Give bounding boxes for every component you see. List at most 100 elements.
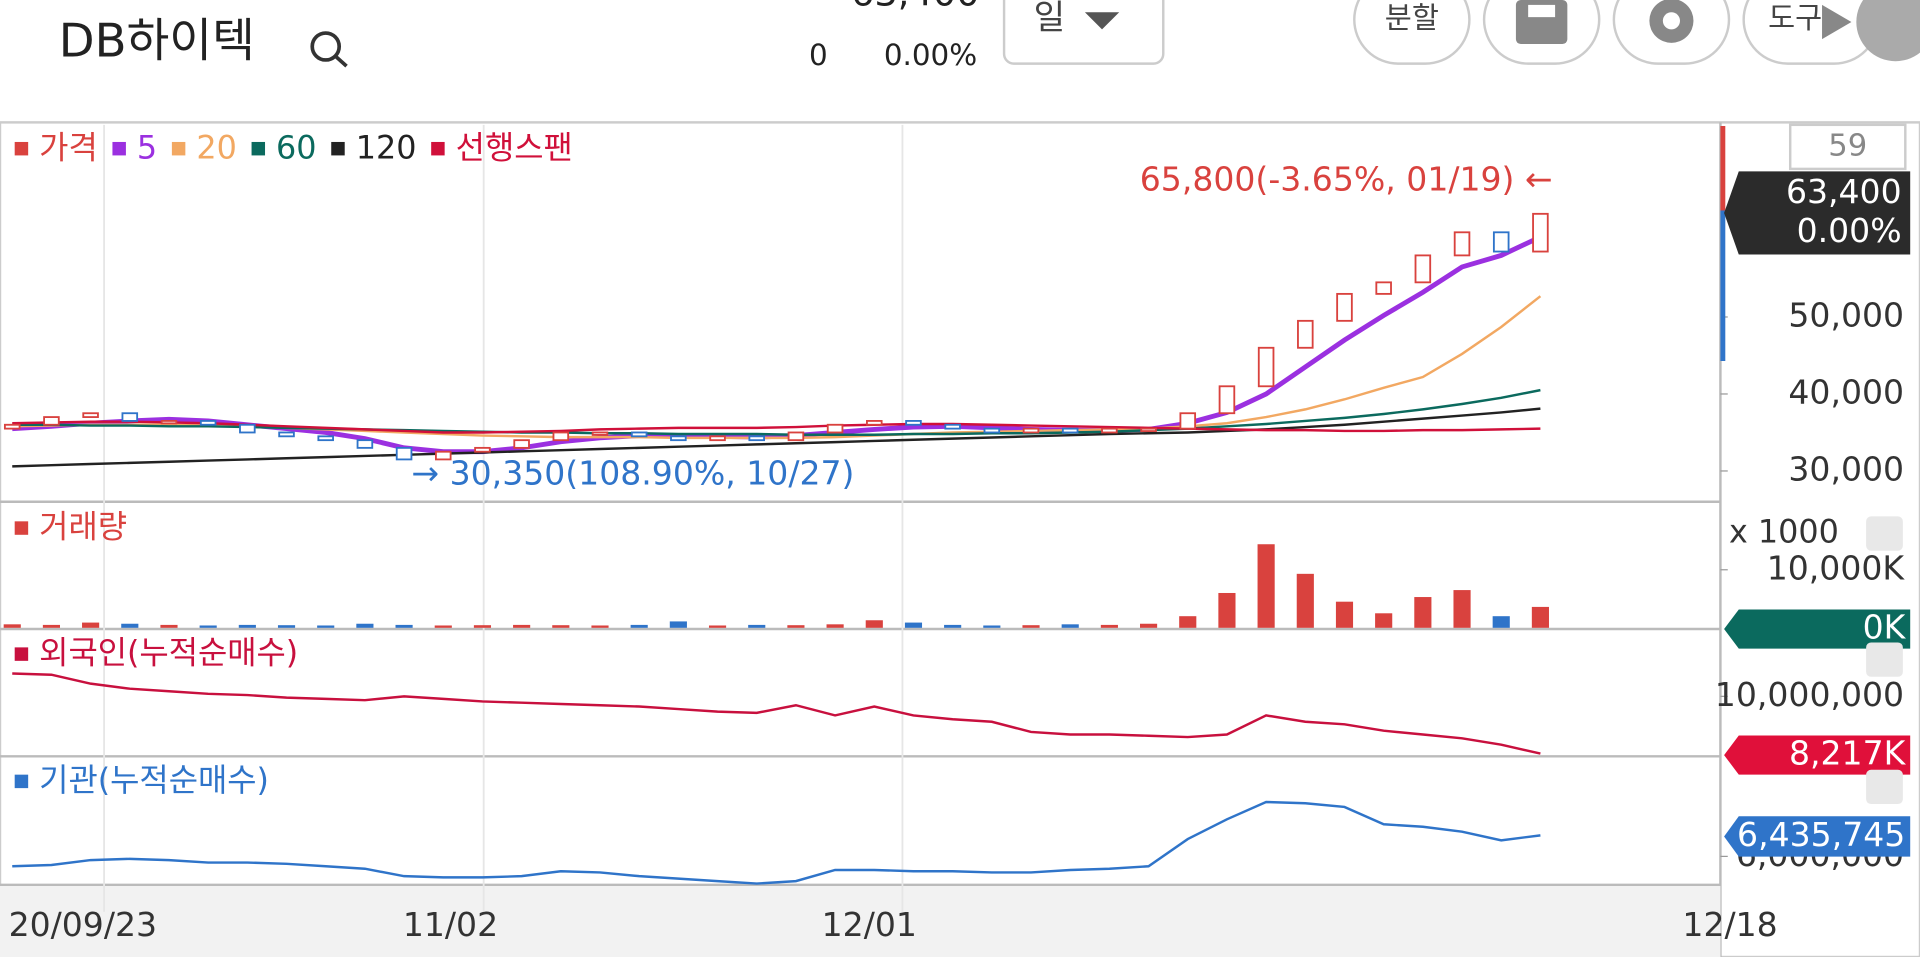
x-tick-label: 12/01 bbox=[822, 905, 917, 944]
y-tick-label: 50,000 bbox=[1788, 295, 1904, 334]
volume-bar bbox=[708, 625, 727, 628]
high-annotation: 65,800(-3.65%, 01/19) ← bbox=[1140, 160, 1553, 199]
candle-body bbox=[121, 412, 139, 422]
last-value-box bbox=[1724, 735, 1911, 775]
last-value-box bbox=[1724, 171, 1911, 255]
close-panel-button[interactable] bbox=[1866, 516, 1903, 551]
search-icon[interactable] bbox=[310, 31, 348, 68]
split-button[interactable]: 분할 bbox=[1353, 0, 1471, 65]
candle-body bbox=[1061, 427, 1079, 434]
volume-bar bbox=[1492, 616, 1510, 628]
volume-bar bbox=[160, 624, 178, 628]
period-dropdown[interactable]: 일 bbox=[1002, 0, 1165, 65]
volume-bar bbox=[1335, 601, 1354, 628]
y-tick-label: 10,000,000 bbox=[1715, 675, 1904, 714]
split-label: 분할 bbox=[1385, 1, 1439, 35]
volume-bar bbox=[121, 623, 139, 628]
candle-body bbox=[513, 439, 530, 449]
candle-body bbox=[670, 435, 687, 442]
legend-swatch bbox=[14, 647, 29, 661]
badge: 59 bbox=[1828, 128, 1867, 163]
volume-bar bbox=[748, 624, 766, 628]
volume-bar bbox=[1140, 623, 1158, 628]
low-annotation: → 30,350(108.90%, 10/27) bbox=[411, 453, 854, 492]
legend-swatch bbox=[14, 141, 29, 156]
candle-body bbox=[1453, 231, 1471, 257]
candle-body bbox=[356, 439, 374, 449]
volume-bar bbox=[1179, 616, 1197, 628]
unit-label: x 1000 bbox=[1729, 513, 1839, 551]
volume-bar bbox=[238, 624, 256, 628]
volume-bar bbox=[826, 624, 844, 628]
volume-bar bbox=[944, 624, 962, 628]
x-tick-label: 11/02 bbox=[403, 905, 498, 944]
y-tick-label: 40,000 bbox=[1788, 372, 1904, 411]
candle-body bbox=[1414, 254, 1432, 284]
candle-body bbox=[552, 431, 570, 442]
volume-bar bbox=[1414, 597, 1432, 628]
volume-bar bbox=[1531, 606, 1549, 628]
candle-body bbox=[1101, 427, 1118, 434]
volume-bar bbox=[1296, 573, 1314, 628]
last-value-box bbox=[1724, 816, 1911, 857]
close-panel-button[interactable] bbox=[1866, 769, 1903, 805]
tools-label: 도구 bbox=[1768, 1, 1822, 35]
candle-body bbox=[1375, 281, 1392, 295]
period-label: 일 bbox=[1034, 0, 1066, 38]
settings-button[interactable] bbox=[1612, 0, 1731, 65]
save-button[interactable] bbox=[1482, 0, 1601, 65]
line-series bbox=[12, 800, 1541, 885]
candle-body bbox=[1532, 212, 1549, 253]
candle-body bbox=[826, 423, 844, 434]
legend-label: 5 bbox=[137, 128, 157, 166]
candle-body bbox=[866, 420, 883, 426]
volume-bar bbox=[513, 624, 531, 628]
legend-label: 120 bbox=[356, 128, 417, 166]
legend-swatch bbox=[431, 141, 445, 156]
legend-label: 외국인(누적순매수) bbox=[39, 634, 298, 672]
candle-body bbox=[630, 431, 648, 438]
volume-bar bbox=[1375, 613, 1393, 628]
badge-box bbox=[1788, 123, 1907, 171]
y-tick-label: 30,000 bbox=[1788, 449, 1904, 488]
volume-bar bbox=[630, 624, 648, 628]
candle-body bbox=[199, 420, 217, 426]
candle-body bbox=[1179, 412, 1197, 430]
volume-bar bbox=[904, 622, 923, 628]
legend-label: 기관(누적순매수) bbox=[39, 761, 269, 799]
price-change: 0 bbox=[809, 38, 828, 72]
volume-bar bbox=[277, 625, 296, 628]
line-series bbox=[12, 672, 1541, 755]
legend-label: 20 bbox=[196, 128, 236, 166]
candle-body bbox=[1492, 231, 1510, 253]
tools-button[interactable]: 도구 bbox=[1742, 0, 1880, 65]
volume-bar bbox=[317, 625, 335, 628]
candle-body bbox=[1336, 292, 1353, 322]
legend-swatch bbox=[171, 141, 186, 156]
line-series bbox=[12, 388, 1541, 437]
candle-body bbox=[43, 416, 60, 426]
candle-body bbox=[3, 423, 21, 430]
candle-body bbox=[278, 431, 295, 438]
candle-body bbox=[591, 431, 609, 436]
candle-body bbox=[787, 431, 805, 442]
candle-body bbox=[944, 423, 961, 430]
volume-bar bbox=[591, 625, 609, 628]
last-value-label: 0K bbox=[1863, 608, 1907, 647]
legend-label: 가격 bbox=[39, 128, 98, 166]
close-panel-button[interactable] bbox=[1866, 642, 1903, 677]
volume-bar bbox=[1100, 624, 1118, 628]
candle-body bbox=[983, 427, 1001, 434]
candle-body bbox=[709, 435, 726, 442]
x-tick-label: 20/09/23 bbox=[9, 905, 157, 944]
last-value-label: 6,435,745 bbox=[1737, 815, 1905, 854]
candle-body bbox=[1218, 385, 1236, 415]
volume-bar bbox=[552, 625, 570, 628]
last-change-label: 0.00% bbox=[1797, 211, 1902, 250]
volume-bar bbox=[1453, 590, 1471, 628]
more-button[interactable] bbox=[1856, 0, 1920, 62]
volume-bar bbox=[1061, 624, 1079, 628]
volume-bar bbox=[1022, 625, 1040, 628]
line-series bbox=[12, 420, 1541, 434]
